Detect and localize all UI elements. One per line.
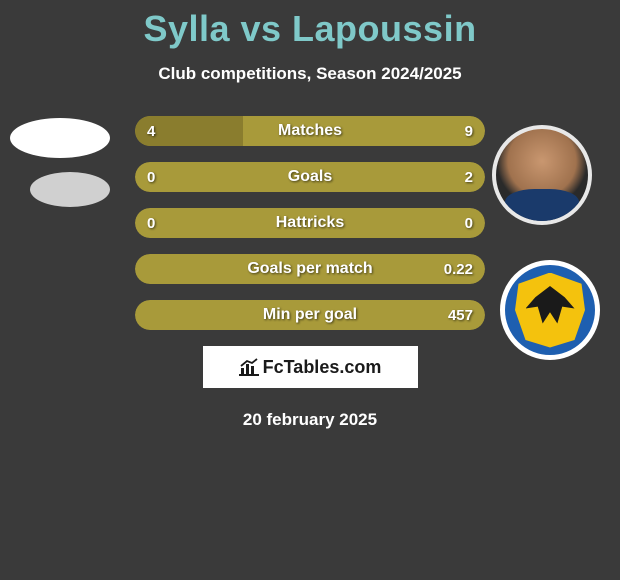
stat-label: Goals per match (135, 254, 485, 284)
stat-value-right: 457 (448, 300, 473, 330)
chart-icon (239, 358, 259, 376)
date-text: 20 february 2025 (0, 410, 620, 430)
page-title: Sylla vs Lapoussin (0, 0, 620, 50)
stat-label: Goals (135, 162, 485, 192)
stat-value-right: 0.22 (444, 254, 473, 284)
stat-value-left: 4 (147, 116, 155, 146)
stat-row: Min per goal457 (135, 300, 485, 330)
stat-row: Matches4 9 (135, 116, 485, 146)
comparison-card: Sylla vs Lapoussin Club competitions, Se… (0, 0, 620, 430)
subtitle: Club competitions, Season 2024/2025 (0, 64, 620, 84)
brand-logo: FcTables.com (203, 346, 418, 388)
stat-row: Goals0 2 (135, 162, 485, 192)
stat-label: Min per goal (135, 300, 485, 330)
stat-value-right: 0 (465, 208, 473, 238)
stat-value-left: 0 (147, 208, 155, 238)
stat-row: Hattricks0 0 (135, 208, 485, 238)
stat-row: Goals per match0.22 (135, 254, 485, 284)
stat-value-left: 0 (147, 162, 155, 192)
stat-value-right: 2 (465, 162, 473, 192)
brand-text: FcTables.com (263, 357, 382, 378)
stats-list: Matches49Goals02Hattricks00Goals per mat… (0, 116, 620, 330)
stat-value-right: 9 (465, 116, 473, 146)
stat-label: Hattricks (135, 208, 485, 238)
stat-label: Matches (135, 116, 485, 146)
